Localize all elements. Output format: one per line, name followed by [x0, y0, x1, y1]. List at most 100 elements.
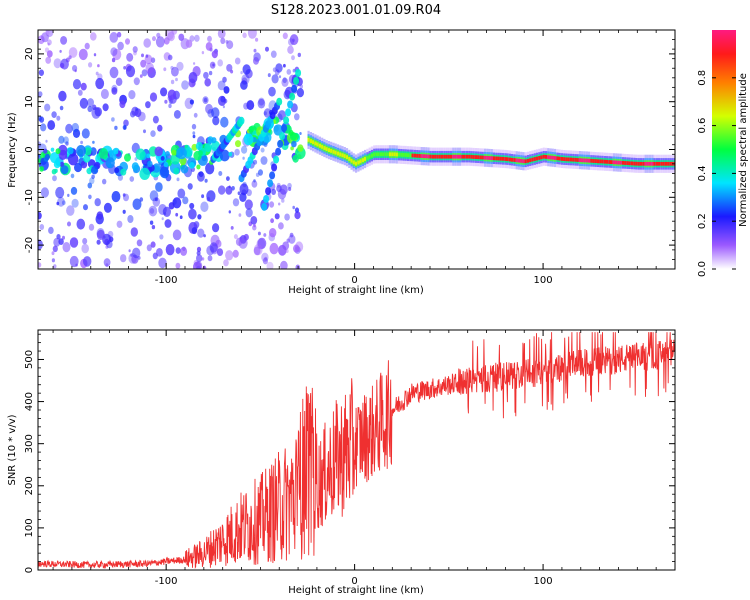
spectrogram-noise-blob: [257, 237, 267, 249]
spectrogram-noise-blob: [152, 197, 161, 207]
spectrogram-noise-blob: [197, 171, 205, 182]
spectrogram-noise-blob: [292, 205, 296, 210]
spectrogram-streak-blob: [271, 163, 278, 172]
spectrogram-noise-blob: [255, 37, 259, 42]
spectrogram-band-cell: [497, 156, 500, 161]
spectrogram-noise-blob: [46, 50, 53, 58]
spectrogram-noise-blob: [218, 185, 226, 195]
spectrogram-noise-blob: [200, 201, 209, 213]
colorbar-gradient: [712, 30, 736, 269]
spectrogram-noise-blob: [282, 77, 287, 84]
spectrogram-noise-blob: [116, 31, 122, 38]
spectrogram-noise-blob: [102, 178, 107, 185]
spectrogram-streak-blob: [276, 97, 283, 106]
spectrogram-ridge-blob: [50, 147, 55, 152]
spectrogram-band-cell: [307, 138, 310, 142]
spectrogram-band-cell: [398, 152, 401, 157]
spectrogram-band-cell: [341, 153, 344, 158]
spectrogram-band-cell: [479, 155, 482, 160]
spectrogram-ridge-blob: [67, 147, 74, 155]
spectrogram-streak-blob: [287, 100, 294, 109]
y-tick-label: 20: [24, 48, 35, 61]
spectrogram-noise-blob: [109, 66, 119, 79]
spectrogram-band-cell: [355, 161, 358, 166]
spectrogram-noise-blob: [154, 197, 158, 202]
spectrogram-band-cell: [649, 161, 652, 166]
spectrogram-band-cell: [450, 154, 453, 159]
spectrogram-noise-blob: [240, 71, 243, 75]
spectrogram-noise-blob: [111, 117, 115, 122]
spectrogram-noise-blob: [134, 108, 142, 118]
spectrogram-noise-blob: [81, 128, 90, 139]
spectrogram-band-cell: [529, 158, 532, 163]
spectrogram-noise-blob: [157, 124, 163, 132]
spectrogram-noise-blob: [93, 53, 97, 57]
spectrogram-noise-blob: [203, 234, 206, 238]
spectrogram-noise-blob: [265, 46, 269, 52]
spectrogram-noise-blob: [149, 208, 155, 214]
spectrogram-band-cell: [411, 153, 414, 158]
spectrogram-band-cell: [368, 154, 371, 159]
spectrogram-noise-blob: [78, 48, 88, 61]
spectrogram-band-cell: [483, 155, 487, 160]
spectrogram-noise-blob: [182, 196, 189, 205]
spectrogram-band-cell: [597, 159, 600, 164]
spectrogram-noise-blob: [129, 176, 135, 182]
spectrogram-band-cell: [429, 154, 432, 159]
snr-xlabel: Height of straight line (km): [288, 585, 424, 596]
spectrogram-band-cell: [551, 155, 554, 160]
spectrogram-ridge-blob: [105, 157, 115, 169]
spectrogram-noise-blob: [66, 205, 75, 216]
spectrogram-noise-blob: [185, 39, 193, 48]
spectrogram-band-cell: [574, 157, 577, 162]
spectrogram-band-cell: [334, 150, 337, 155]
x-tick-label: 0: [351, 576, 357, 587]
spectrogram-noise-blob: [288, 187, 292, 191]
spectrogram-ridge-blob: [291, 140, 297, 148]
spectrogram-band-cell: [463, 154, 466, 159]
spectrogram-band-cell: [438, 154, 441, 159]
spectrogram-noise-blob: [147, 67, 156, 79]
spectrogram-ridge-blob: [173, 167, 180, 175]
spectrogram-band-cell: [434, 154, 437, 159]
snr-frame: [37, 329, 676, 571]
spectrogram-noise-blob: [70, 186, 78, 195]
spectrogram-noise-blob: [296, 88, 304, 98]
spectrogram-ridge-blob: [211, 137, 217, 144]
spectrogram-noise-blob: [212, 223, 220, 233]
spectrogram-band-cell: [653, 161, 656, 166]
spectrogram-noise-blob: [150, 130, 156, 138]
spectrogram-noise-blob: [220, 116, 229, 128]
spectrogram-band-cell: [400, 152, 403, 157]
x-tick-label: -100: [155, 275, 178, 286]
spectrogram-noise-blob: [56, 201, 60, 206]
spectrogram-band-cell: [492, 156, 496, 161]
spectrogram-band-cell: [610, 160, 613, 164]
spectrogram-ridge-blob: [113, 148, 119, 155]
spectrogram-noise-blob: [239, 183, 249, 195]
spectrogram-band-cell: [316, 142, 319, 147]
spectrogram-noise-blob: [130, 227, 138, 237]
spectrogram-noise-blob: [287, 45, 294, 54]
spectrogram-noise-blob: [149, 220, 154, 225]
y-tick-label: 100: [24, 518, 35, 537]
spectrogram-noise-blob: [103, 258, 111, 267]
spectrogram-streak-blob: [269, 171, 276, 180]
spectrogram-noise-blob: [52, 245, 58, 253]
spectrogram-noise-blob: [175, 247, 181, 254]
spectrogram-band-cell: [407, 153, 410, 158]
spectrogram-band-cell: [402, 153, 405, 157]
colorbar-tick-label: 0.2: [697, 213, 708, 229]
spectrogram-noise-blob: [226, 40, 234, 50]
spectrogram-noise-blob: [83, 256, 92, 267]
spectrogram-band-cell: [427, 154, 430, 159]
spectrogram-band-cell: [350, 158, 353, 163]
spectrogram-noise-blob: [299, 132, 302, 135]
spectrogram-ridge-blob: [152, 163, 161, 173]
spectrogram-noise-blob: [137, 256, 141, 260]
spectrogram-noise-blob: [225, 250, 234, 261]
spectrogram-noise-blob: [228, 185, 231, 189]
spectrogram-band-cell: [357, 160, 360, 165]
spectrogram-noise-blob: [175, 77, 178, 82]
spectrogram-noise-blob: [242, 32, 247, 39]
